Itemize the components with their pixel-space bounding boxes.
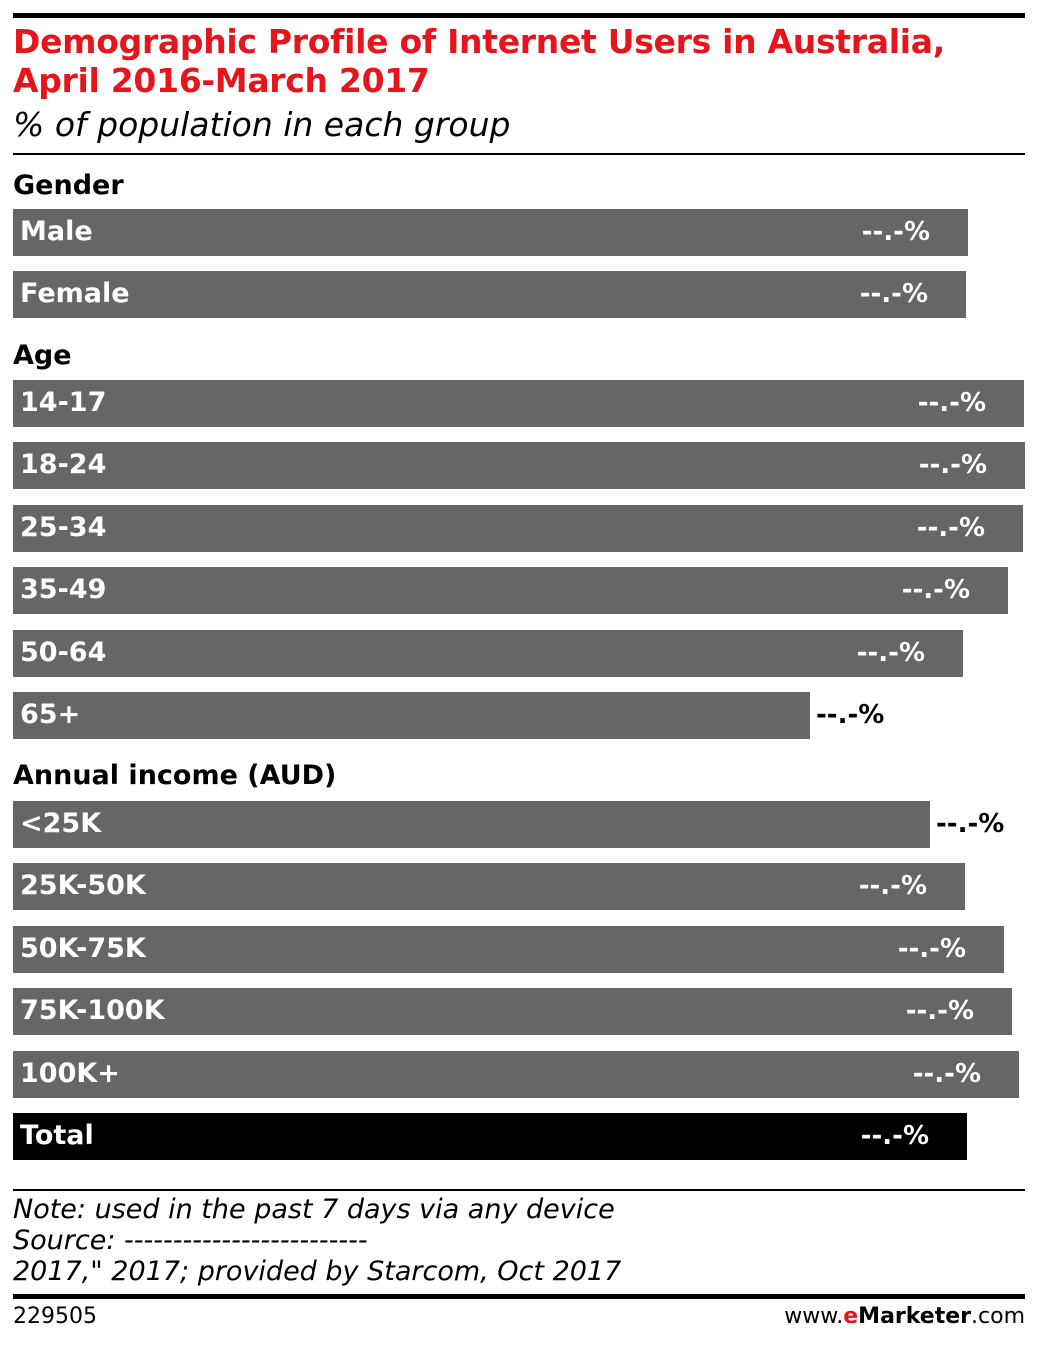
bar-label: 25K-50K: [20, 870, 146, 901]
brand-suffix: .com: [971, 1304, 1025, 1329]
bar-label: Female: [20, 278, 130, 309]
bar-label: 18-24: [20, 449, 107, 480]
total-bar: Total --.-%: [13, 1113, 967, 1160]
bar: 50-64 --.-%: [13, 630, 963, 677]
note-line: Note: used in the past 7 days via any de…: [13, 1194, 615, 1225]
bar: 18-24 --.-%: [13, 442, 1025, 489]
bar-value-label: --.-%: [860, 1121, 929, 1151]
bar-label: 35-49: [20, 574, 107, 605]
bar-value-label: --.-%: [897, 934, 966, 964]
section-heading: Annual income (AUD): [13, 760, 337, 791]
bar-label: 100K+: [20, 1058, 120, 1089]
bar-value-label: --.-%: [858, 871, 927, 901]
chart-id: 229505: [13, 1304, 97, 1329]
bar-label: 14-17: [20, 387, 107, 418]
bar-value-label: --.-%: [936, 809, 1005, 839]
bar-label: Total: [20, 1120, 94, 1151]
section-heading: Age: [13, 340, 72, 371]
bar: 65+ --.-%: [13, 692, 884, 739]
bar: Male --.-%: [13, 209, 968, 256]
bar-value-label: --.-%: [917, 388, 986, 418]
bar-value-label: --.-%: [816, 700, 885, 730]
bar-label: 50K-75K: [20, 933, 146, 964]
brand-name: Marketer: [858, 1304, 972, 1329]
bar-label: <25K: [20, 808, 102, 839]
top-rule: [13, 13, 1025, 18]
bar: 100K+ --.-%: [13, 1051, 1019, 1098]
title-line-1: Demographic Profile of Internet Users in…: [13, 22, 945, 61]
bar: 35-49 --.-%: [13, 567, 1008, 614]
bar-value-label: --.-%: [901, 575, 970, 605]
bar-value-label: --.-%: [918, 450, 987, 480]
brand-e: e: [843, 1304, 859, 1329]
bottom-rule: [13, 1294, 1025, 1299]
title-line-2: April 2016-March 2017: [13, 61, 430, 100]
bar-value-label: --.-%: [912, 1059, 981, 1089]
bar: 25K-50K --.-%: [13, 863, 965, 910]
bar-label: Male: [20, 216, 93, 247]
bar: 14-17 --.-%: [13, 380, 1024, 427]
source-line-2: 2017," 2017; provided by Starcom, Oct 20…: [13, 1256, 622, 1287]
bar-value-label: --.-%: [916, 513, 985, 543]
bar-value-label: --.-%: [905, 996, 974, 1026]
bar: 75K-100K --.-%: [13, 988, 1012, 1035]
bar: <25K --.-%: [13, 801, 1004, 848]
brand-prefix: www.: [784, 1304, 844, 1329]
bar-label: 25-34: [20, 512, 107, 543]
emarketer-logo: www.eMarketer.com: [784, 1304, 1025, 1329]
bar-value-label: --.-%: [856, 638, 925, 668]
bar-value-label: --.-%: [861, 217, 930, 247]
header-rule: [13, 153, 1025, 155]
bar-value-label: --.-%: [859, 279, 928, 309]
bar: 50K-75K --.-%: [13, 926, 1004, 973]
chart-title: Demographic Profile of Internet Users in…: [13, 22, 945, 100]
notes-rule: [13, 1189, 1025, 1191]
chart-subtitle: % of population in each group: [13, 105, 511, 144]
source-line: Source: -------------------------: [13, 1225, 368, 1256]
bar-label: 50-64: [20, 637, 107, 668]
bar: 25-34 --.-%: [13, 505, 1023, 552]
bar-label: 65+: [20, 699, 81, 730]
bar-label: 75K-100K: [20, 995, 165, 1026]
section-heading: Gender: [13, 170, 124, 201]
bar: Female --.-%: [13, 271, 966, 318]
